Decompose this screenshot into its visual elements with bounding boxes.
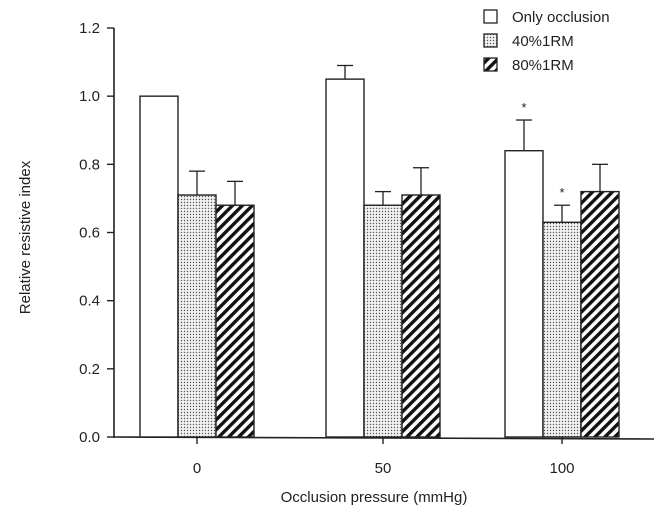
y-tick-label: 1.0 (79, 88, 100, 105)
bars (139, 64, 620, 438)
y-tick-label: 0.4 (79, 293, 100, 310)
y-tick-label: 0.2 (79, 361, 100, 378)
x-tick-label: 0 (193, 460, 201, 477)
bar (177, 194, 217, 438)
x-axis-title: Occlusion pressure (mmHg) (281, 489, 468, 506)
bar (325, 78, 365, 438)
legend-swatch (483, 9, 498, 24)
legend-label: Only occlusion (512, 9, 610, 26)
significance-marker: * (521, 100, 526, 115)
x-tick-label: 100 (549, 460, 574, 477)
bar (504, 149, 544, 438)
bar (542, 221, 582, 438)
bar (401, 194, 441, 438)
legend-swatch (483, 33, 498, 48)
bar (580, 190, 620, 438)
legend-label: 40%1RM (512, 33, 574, 50)
bar (215, 204, 255, 438)
bar (139, 95, 179, 438)
bar (363, 204, 403, 438)
y-tick-label: 0.0 (79, 429, 100, 446)
x-tick-label: 50 (375, 460, 392, 477)
y-tick-label: 0.6 (79, 225, 100, 242)
y-tick-label: 1.2 (79, 20, 100, 37)
legend-swatch (483, 57, 498, 72)
legend: Only occlusion 40%1RM 80%1RM (483, 9, 610, 74)
y-axis-title: Relative resistive index (17, 160, 34, 314)
significance-marker: * (559, 185, 564, 200)
labels: 0.0 0.2 0.4 0.6 0.8 1.0 1.2 0 50 100 * * Occlusion p… (17, 20, 575, 506)
legend-label: 80%1RM (512, 57, 574, 74)
y-tick-label: 0.8 (79, 156, 100, 173)
